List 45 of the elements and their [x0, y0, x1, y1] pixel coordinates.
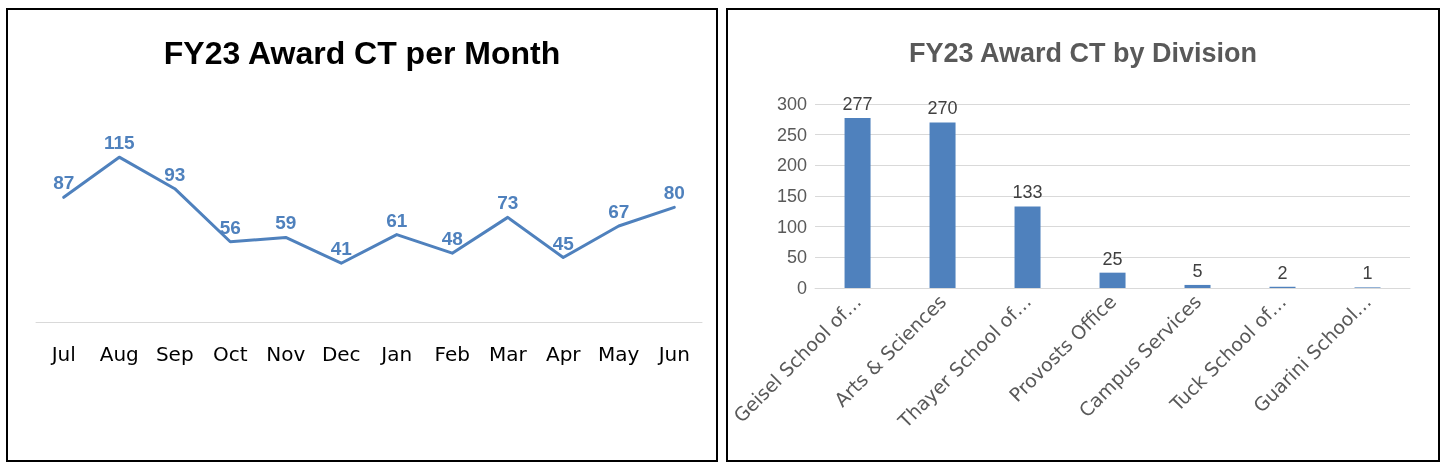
data-label: 25	[1102, 248, 1123, 269]
bar	[1184, 284, 1211, 288]
data-label: 41	[330, 238, 353, 260]
y-tick-label: 300	[777, 94, 808, 114]
data-label: 61	[386, 209, 408, 231]
y-tick-label: 50	[787, 247, 808, 268]
x-tick-label: Sep	[155, 342, 194, 366]
x-tick-label: Dec	[321, 342, 361, 366]
data-label: 67	[608, 200, 630, 222]
y-tick-label: 200	[777, 155, 808, 176]
y-tick-label: 100	[777, 216, 808, 237]
data-label: 80	[663, 182, 685, 204]
bar	[1099, 272, 1126, 288]
y-tick-label: 150	[777, 186, 808, 206]
bar	[844, 118, 871, 288]
x-tick-label: Jul	[49, 342, 76, 366]
data-label: 1	[1362, 263, 1373, 284]
data-label: 56	[219, 216, 241, 238]
data-label: 48	[441, 228, 463, 250]
bar	[929, 122, 956, 288]
data-label: 73	[497, 192, 519, 214]
x-tick-label: Jun	[656, 342, 690, 366]
data-label: 115	[103, 132, 136, 154]
y-tick-label: 0	[797, 278, 808, 298]
x-tick-label: Oct	[212, 342, 248, 366]
x-tick-label: Mar	[488, 342, 528, 366]
data-label: 270	[927, 98, 958, 119]
x-tick-label: Aug	[99, 342, 139, 366]
x-tick-label: Jan	[379, 342, 413, 366]
x-tick-label: May	[598, 342, 640, 366]
x-tick-label: Nov	[266, 342, 306, 366]
y-tick-label: 250	[777, 124, 808, 145]
data-label: 2	[1277, 262, 1288, 283]
data-label: 45	[552, 232, 575, 254]
data-label: 59	[275, 212, 297, 234]
data-label: 5	[1192, 260, 1203, 281]
x-tick-label: Feb	[434, 342, 470, 366]
data-label: 133	[1012, 182, 1043, 203]
data-label: 93	[164, 163, 186, 185]
chart-title: FY23 Award CT per Month	[163, 35, 561, 71]
bar	[1014, 206, 1041, 288]
data-label: 87	[53, 172, 75, 194]
x-tick-label: Apr	[545, 342, 582, 366]
data-label: 277	[842, 94, 873, 115]
chart-title: FY23 Award CT by Division	[908, 37, 1258, 68]
